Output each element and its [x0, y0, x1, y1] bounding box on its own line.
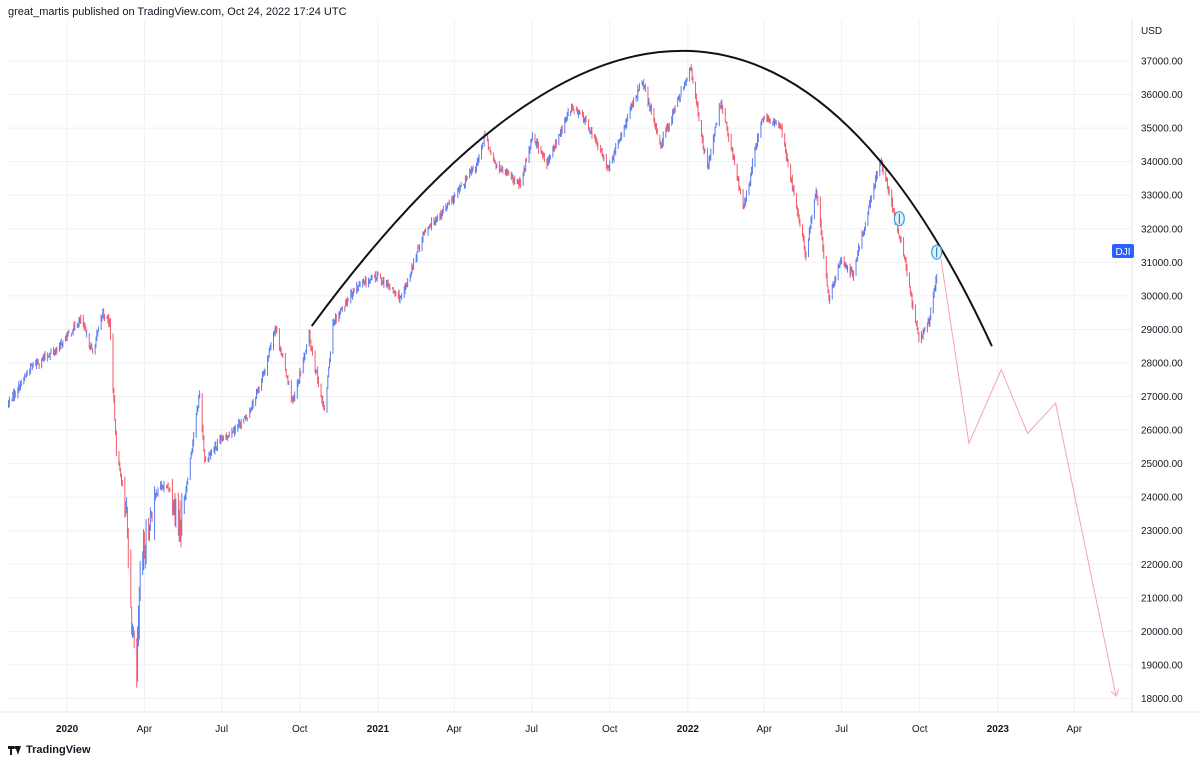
time-tick-label: Jul [835, 724, 848, 735]
time-tick-label: 2020 [56, 724, 79, 735]
price-tick-label: 36000.00 [1141, 90, 1183, 101]
time-tick-label: Apr [1066, 724, 1082, 735]
price-tick-label: 24000.00 [1141, 493, 1183, 504]
price-tick-label: 30000.00 [1141, 291, 1183, 302]
time-tick-label: Jul [215, 724, 228, 735]
time-tick-label: Oct [602, 724, 618, 735]
currency-label: USD [1141, 26, 1162, 37]
time-tick-label: Jul [525, 724, 538, 735]
price-tick-label: 27000.00 [1141, 392, 1183, 403]
time-axis: 2020 Apr Jul Oct 2021 Apr Jul Oct 2022 Apr Jul Oct 2… [56, 724, 1083, 735]
projection-path [940, 258, 1116, 695]
price-tick-label: 20000.00 [1141, 627, 1183, 638]
svg-text:DJI: DJI [1116, 247, 1131, 258]
time-tick-label: 2021 [367, 724, 390, 735]
grid-lines [0, 20, 1200, 713]
annotation-markers [893, 211, 943, 260]
publication-header: great_martis published on TradingView.co… [8, 6, 347, 18]
price-tick-label: 31000.00 [1141, 258, 1183, 269]
price-tick-label: 19000.00 [1141, 660, 1183, 671]
candlestick-series [8, 64, 938, 688]
price-tick-label: 21000.00 [1141, 593, 1183, 604]
price-tick-label: 22000.00 [1141, 560, 1183, 571]
price-tick-label: 34000.00 [1141, 157, 1183, 168]
price-tick-label: 37000.00 [1141, 57, 1183, 68]
tradingview-brand[interactable]: TradingView [8, 744, 91, 756]
time-tick-label: 2023 [987, 724, 1010, 735]
price-tick-label: 32000.00 [1141, 224, 1183, 235]
price-tick-label: 33000.00 [1141, 191, 1183, 202]
price-tick-label: 23000.00 [1141, 526, 1183, 537]
time-tick-label: Oct [912, 724, 928, 735]
price-tick-label: 35000.00 [1141, 124, 1183, 135]
cup-curve-drawing [310, 49, 993, 347]
time-tick-label: 2022 [677, 724, 700, 735]
time-tick-label: Apr [757, 724, 773, 735]
time-tick-label: Apr [447, 724, 463, 735]
price-tick-label: 26000.00 [1141, 426, 1183, 437]
tradingview-logo-icon [8, 745, 22, 755]
symbol-badge: DJI [1112, 244, 1134, 258]
price-tick-label: 18000.00 [1141, 694, 1183, 705]
time-tick-label: Oct [292, 724, 308, 735]
price-axis: 18000.00 19000.00 20000.00 21000.00 22000.00… [1141, 57, 1183, 705]
price-tick-label: 29000.00 [1141, 325, 1183, 336]
price-tick-label: 25000.00 [1141, 459, 1183, 470]
brand-label: TradingView [26, 744, 91, 756]
price-tick-label: 28000.00 [1141, 358, 1183, 369]
time-tick-label: Apr [137, 724, 153, 735]
